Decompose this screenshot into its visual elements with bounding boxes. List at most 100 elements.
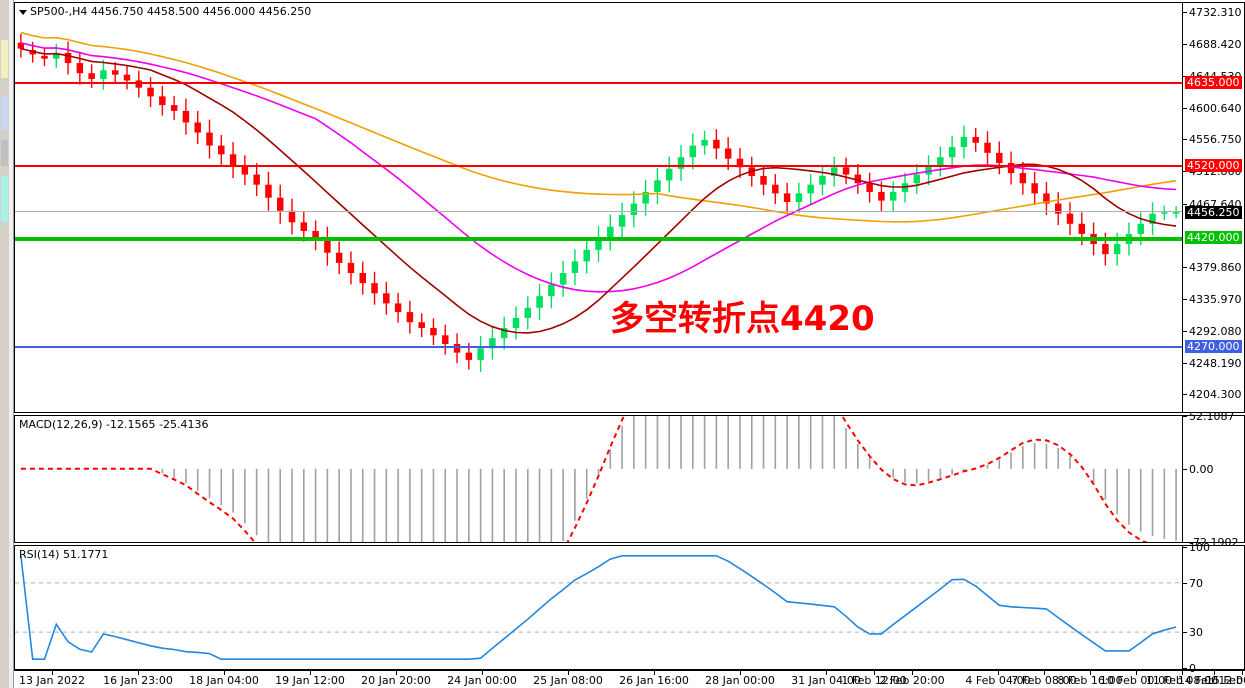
price-axis-tick-label: 4732.310	[1189, 6, 1242, 20]
time-axis-tick	[1136, 671, 1137, 675]
time-axis-tick	[310, 671, 311, 675]
time-axis-tick	[826, 671, 827, 675]
palette-swatch[interactable]	[1, 176, 8, 222]
time-axis-tick	[654, 671, 655, 675]
time-axis-tick	[52, 671, 53, 675]
macd-axis-tick	[1183, 542, 1187, 543]
time-axis-tick	[1242, 671, 1243, 675]
level-line-resistance-4520[interactable]	[15, 164, 1182, 167]
rsi-axis-tick	[1183, 582, 1187, 584]
time-axis-tick	[912, 671, 913, 675]
time-axis-tick	[138, 671, 139, 675]
price-axis-tick	[1183, 299, 1187, 301]
rsi-axis-tick	[1183, 547, 1187, 548]
time-axis-tick	[1214, 671, 1215, 675]
time-axis-label: 16 Jan 23:00	[103, 674, 173, 687]
time-axis-tick	[482, 671, 483, 675]
macd-axis-tick-label: -72.1902	[1189, 536, 1239, 549]
time-axis-label: 31 Jan 04:00	[791, 674, 861, 687]
level-line-resistance-4635[interactable]	[15, 81, 1182, 84]
time-axis-label: 11 Feb 08:00	[1145, 674, 1219, 687]
rsi-header: RSI(14) 51.1771	[19, 548, 109, 561]
rsi-axis-tick	[1183, 668, 1187, 669]
time-axis-tick	[568, 671, 569, 675]
price-axis-tick-label: 4292.080	[1189, 324, 1242, 338]
chart-annotation-text: 多空转折点4420	[610, 299, 875, 339]
time-axis-label: 24 Jan 00:00	[447, 674, 517, 687]
price-axis-tick	[1183, 139, 1187, 141]
macd-plot-area[interactable]	[15, 416, 1182, 542]
time-axis-label: 28 Jan 00:00	[705, 674, 775, 687]
palette-swatch[interactable]	[1, 96, 8, 130]
time-axis-label: 2 Feb 20:00	[879, 674, 945, 687]
macd-axis-tick-label: 0.00	[1189, 462, 1214, 476]
symbol-header: SP500-,H4 4456.750 4458.500 4456.000 445…	[19, 5, 311, 18]
time-axis-label: 8 Feb 16:00	[1057, 674, 1123, 687]
macd-axis-tick	[1183, 416, 1187, 417]
level-line-pivot-4420[interactable]	[15, 237, 1182, 242]
macd-axis-tick	[1183, 468, 1187, 470]
time-axis-label: 25 Jan 08:00	[533, 674, 603, 687]
time-axis-tick	[1044, 671, 1045, 675]
macd-panel[interactable]: MACD(12,26,9) -12.1565 -25.4136 52.1087 0…	[14, 411, 1245, 548]
price-tag-pivot-4420[interactable]: 4420.000	[1185, 231, 1242, 245]
time-axis-tick	[740, 671, 741, 675]
macd-series	[20, 416, 1177, 542]
time-axis-tick	[1090, 671, 1091, 675]
rsi-axis-tick-label: 0	[1189, 662, 1196, 675]
candlestick-series	[17, 31, 1180, 373]
rsi-plot-area[interactable]	[15, 546, 1182, 669]
price-tag-support-4270[interactable]: 4270.000	[1185, 339, 1242, 353]
price-tag-resistance-4635[interactable]: 4635.000	[1185, 75, 1242, 89]
rsi-panel[interactable]: RSI(14) 51.1771 100 70 30 0	[14, 542, 1245, 674]
price-axis-tick	[1183, 12, 1187, 14]
time-axis[interactable]: 13 Jan 2022 16 Jan 23:00 18 Jan 04:00 19 Ja…	[14, 670, 1245, 688]
macd-axis[interactable]: 52.1087 0.00 -72.1902	[1182, 411, 1244, 548]
time-axis-label: 20 Jan 20:00	[361, 674, 431, 687]
time-axis-tick	[224, 671, 225, 675]
time-axis-tick	[396, 671, 397, 675]
price-axis-tick-label: 4248.190	[1189, 356, 1242, 370]
time-axis-label: 1 Feb 12:00	[841, 674, 907, 687]
time-axis-label: 4 Feb 04:00	[965, 674, 1031, 687]
time-axis-label: 15 Feb 20:00	[1205, 674, 1245, 687]
chevron-down-icon[interactable]	[19, 9, 27, 15]
price-chart-panel[interactable]: SP500-,H4 4456.750 4458.500 4456.000 445…	[14, 2, 1245, 413]
rsi-axis-tick-label: 30	[1189, 626, 1203, 640]
palette-swatch[interactable]	[1, 40, 8, 78]
price-tag-resistance-4520[interactable]: 4520.000	[1185, 158, 1242, 172]
time-axis-label: 26 Jan 16:00	[619, 674, 689, 687]
price-axis-tick	[1183, 394, 1187, 396]
price-axis-tick	[1183, 267, 1187, 269]
price-plot-area[interactable]	[15, 3, 1182, 412]
rsi-axis-tick-label: 70	[1189, 576, 1203, 590]
rsi-axis-tick	[1183, 632, 1187, 634]
time-axis-tick	[998, 671, 999, 675]
price-axis-tick-label: 4556.750	[1189, 133, 1242, 147]
time-axis-label: 19 Jan 12:00	[275, 674, 345, 687]
price-axis[interactable]: 4732.3104688.4204644.5304600.6404556.750…	[1182, 3, 1244, 412]
time-axis-label: 7 Feb 08:00	[1011, 674, 1077, 687]
price-axis-tick	[1183, 362, 1187, 364]
price-axis-tick-label: 4467.640	[1189, 197, 1242, 211]
time-axis-label: 18 Jan 04:00	[189, 674, 259, 687]
time-axis-label: 10 Feb 00:00	[1099, 674, 1173, 687]
price-axis-tick-label: 4600.640	[1189, 101, 1242, 115]
rsi-axis-tick-label: 100	[1189, 541, 1210, 554]
price-axis-tick-label: 4688.420	[1189, 37, 1242, 51]
price-axis-tick-label: 4379.860	[1189, 261, 1242, 275]
rsi-series	[15, 555, 1182, 660]
level-line-current-price[interactable]	[15, 211, 1182, 213]
level-line-support-4270[interactable]	[15, 345, 1182, 348]
current-price-tag[interactable]: 4456.250	[1185, 206, 1242, 220]
price-axis-tick-label: 4204.300	[1189, 388, 1242, 402]
macd-header: MACD(12,26,9) -12.1565 -25.4136	[19, 418, 209, 431]
palette-swatch[interactable]	[1, 140, 8, 166]
price-axis-tick	[1183, 43, 1187, 45]
time-axis-label: 13 Jan 2022	[19, 674, 85, 687]
vertical-scroll-gutter[interactable]	[9, 0, 14, 688]
price-axis-tick	[1183, 203, 1187, 205]
time-axis-label: 14 Feb 12:00	[1177, 674, 1245, 687]
rsi-axis[interactable]: 100 70 30 0	[1182, 542, 1244, 674]
